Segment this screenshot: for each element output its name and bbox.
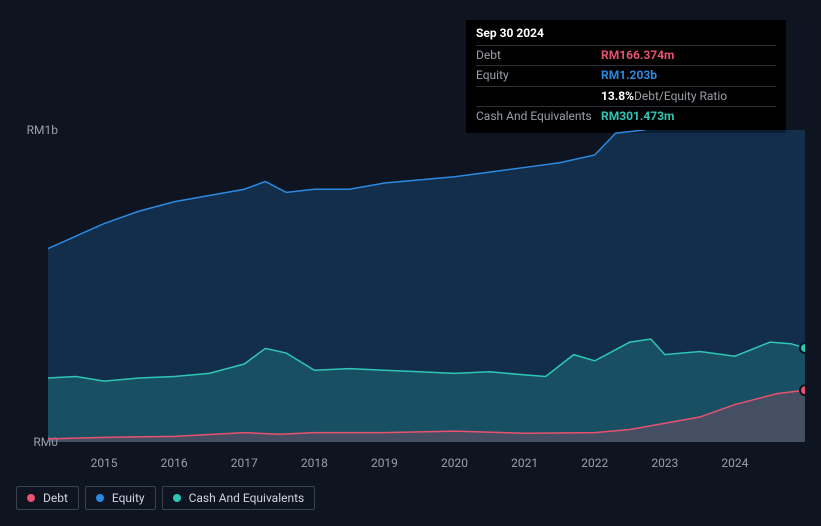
x-tick: 2020	[441, 456, 468, 470]
x-tick: 2019	[371, 456, 398, 470]
end-marker-cash-and-equivalents	[800, 343, 805, 353]
legend-item-equity[interactable]: Equity	[85, 486, 156, 510]
tooltip-row-label: Debt	[476, 48, 601, 64]
legend-swatch	[96, 494, 104, 502]
legend-label: Cash And Equivalents	[189, 491, 305, 505]
x-tick: 2022	[581, 456, 608, 470]
x-tick: 2015	[91, 456, 118, 470]
legend-item-cash-and-equivalents[interactable]: Cash And Equivalents	[162, 486, 316, 510]
tooltip-date: Sep 30 2024	[476, 26, 776, 42]
x-axis: 2015 2016 2017 2018 2019 2020 2021 2022 2023 2024	[48, 448, 805, 472]
legend-item-debt[interactable]: Debt	[16, 486, 79, 510]
tooltip-row-suffix: Debt/Equity Ratio	[634, 89, 727, 105]
legend-swatch	[27, 494, 35, 502]
end-marker-debt	[800, 385, 805, 395]
x-tick: 2018	[301, 456, 328, 470]
chart-tooltip: Sep 30 2024 DebtRM166.374mEquityRM1.203b…	[466, 20, 786, 133]
tooltip-row: 13.8% Debt/Equity Ratio	[476, 86, 776, 107]
chart-legend: Debt Equity Cash And Equivalents	[16, 486, 315, 510]
chart-plot-area[interactable]	[48, 130, 805, 442]
x-tick: 2023	[651, 456, 678, 470]
x-tick: 2016	[161, 456, 188, 470]
x-tick: 2017	[231, 456, 258, 470]
tooltip-row-value: 13.8%	[601, 89, 634, 105]
tooltip-row-label	[476, 89, 601, 105]
tooltip-row: DebtRM166.374m	[476, 45, 776, 66]
x-tick: 2024	[721, 456, 748, 470]
legend-label: Equity	[112, 491, 145, 505]
tooltip-row: EquityRM1.203b	[476, 65, 776, 86]
debt-equity-chart: RM1b RM0 2015201620172018201920202021202…	[16, 118, 805, 508]
tooltip-row-label: Equity	[476, 68, 601, 84]
tooltip-row-value: RM1.203b	[601, 68, 657, 84]
x-tick: 2021	[511, 456, 538, 470]
tooltip-row-value: RM166.374m	[601, 48, 674, 64]
legend-swatch	[173, 494, 181, 502]
legend-label: Debt	[43, 491, 68, 505]
